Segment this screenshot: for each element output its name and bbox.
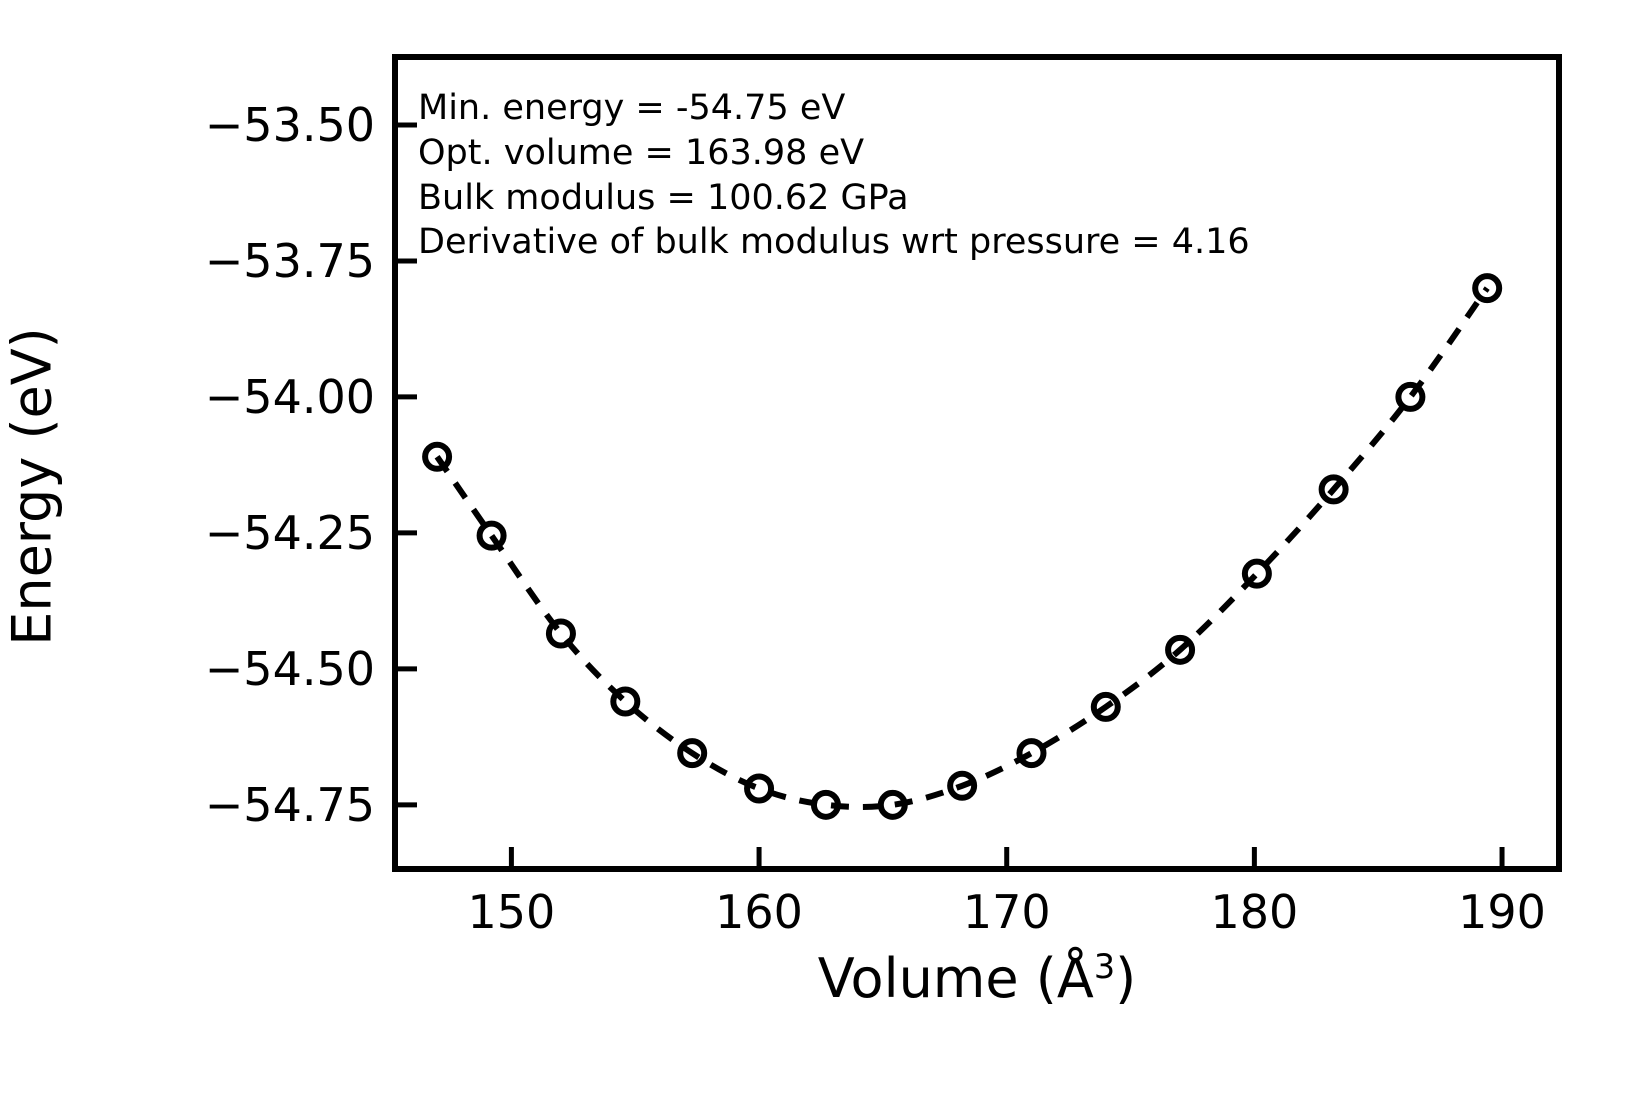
data-point-marker xyxy=(1472,273,1503,304)
annotation-line-bulk-modulus: Bulk modulus = 100.62 GPa xyxy=(418,177,909,218)
data-point-marker xyxy=(947,770,978,801)
x-tick-label: 170 xyxy=(962,885,1051,939)
data-point-marker xyxy=(1241,558,1272,589)
y-tick-label: −54.25 xyxy=(204,505,375,560)
x-tick-label: 190 xyxy=(1458,885,1546,939)
fit-results-annotation: Min. energy = -54.75 eV Opt. volume = 16… xyxy=(418,86,1250,265)
data-point-marker xyxy=(1395,381,1426,412)
axes-frame xyxy=(392,54,1562,872)
data-point-marker xyxy=(810,789,841,820)
annotation-line-opt-volume: Opt. volume = 163.98 eV xyxy=(418,132,865,173)
x-axis-label: Volume (Å3) xyxy=(395,947,1559,1010)
data-point-marker xyxy=(610,686,641,717)
data-point-marker xyxy=(1318,474,1349,505)
x-axis-ticks xyxy=(508,847,1505,869)
data-point-marker xyxy=(545,618,576,649)
data-point-marker xyxy=(677,738,708,769)
y-tick-label: −53.50 xyxy=(204,97,375,152)
x-tick-label: 150 xyxy=(467,885,556,939)
x-tick-label: 160 xyxy=(715,885,803,939)
x-axis-label-superscript: 3 xyxy=(1093,947,1116,986)
data-point-markers xyxy=(422,273,1503,820)
x-axis-label-tail: ) xyxy=(1115,947,1137,1010)
annotation-line-min-energy: Min. energy = -54.75 eV xyxy=(418,88,846,128)
data-point-marker xyxy=(1016,738,1047,769)
y-tick-label: −54.50 xyxy=(204,641,375,696)
data-point-marker xyxy=(877,789,908,820)
y-axis-label: Energy (eV) xyxy=(0,327,64,646)
y-tick-label: −54.00 xyxy=(204,369,375,424)
annotation-line-bulk-modulus-derivative: Derivative of bulk modulus wrt pressure … xyxy=(418,222,1250,263)
data-point-marker xyxy=(1165,634,1196,665)
data-point-marker xyxy=(1090,691,1121,722)
data-point-marker xyxy=(744,773,775,804)
y-tick-label: −53.75 xyxy=(204,233,375,288)
y-tick-label: −54.75 xyxy=(204,777,375,832)
x-axis-label-base: Volume (Å xyxy=(817,947,1094,1010)
x-tick-label: 180 xyxy=(1210,885,1299,939)
data-line-dashed xyxy=(434,286,1490,811)
y-axis-ticks xyxy=(395,122,417,808)
data-point-marker xyxy=(422,441,453,472)
data-point-marker xyxy=(476,520,507,551)
